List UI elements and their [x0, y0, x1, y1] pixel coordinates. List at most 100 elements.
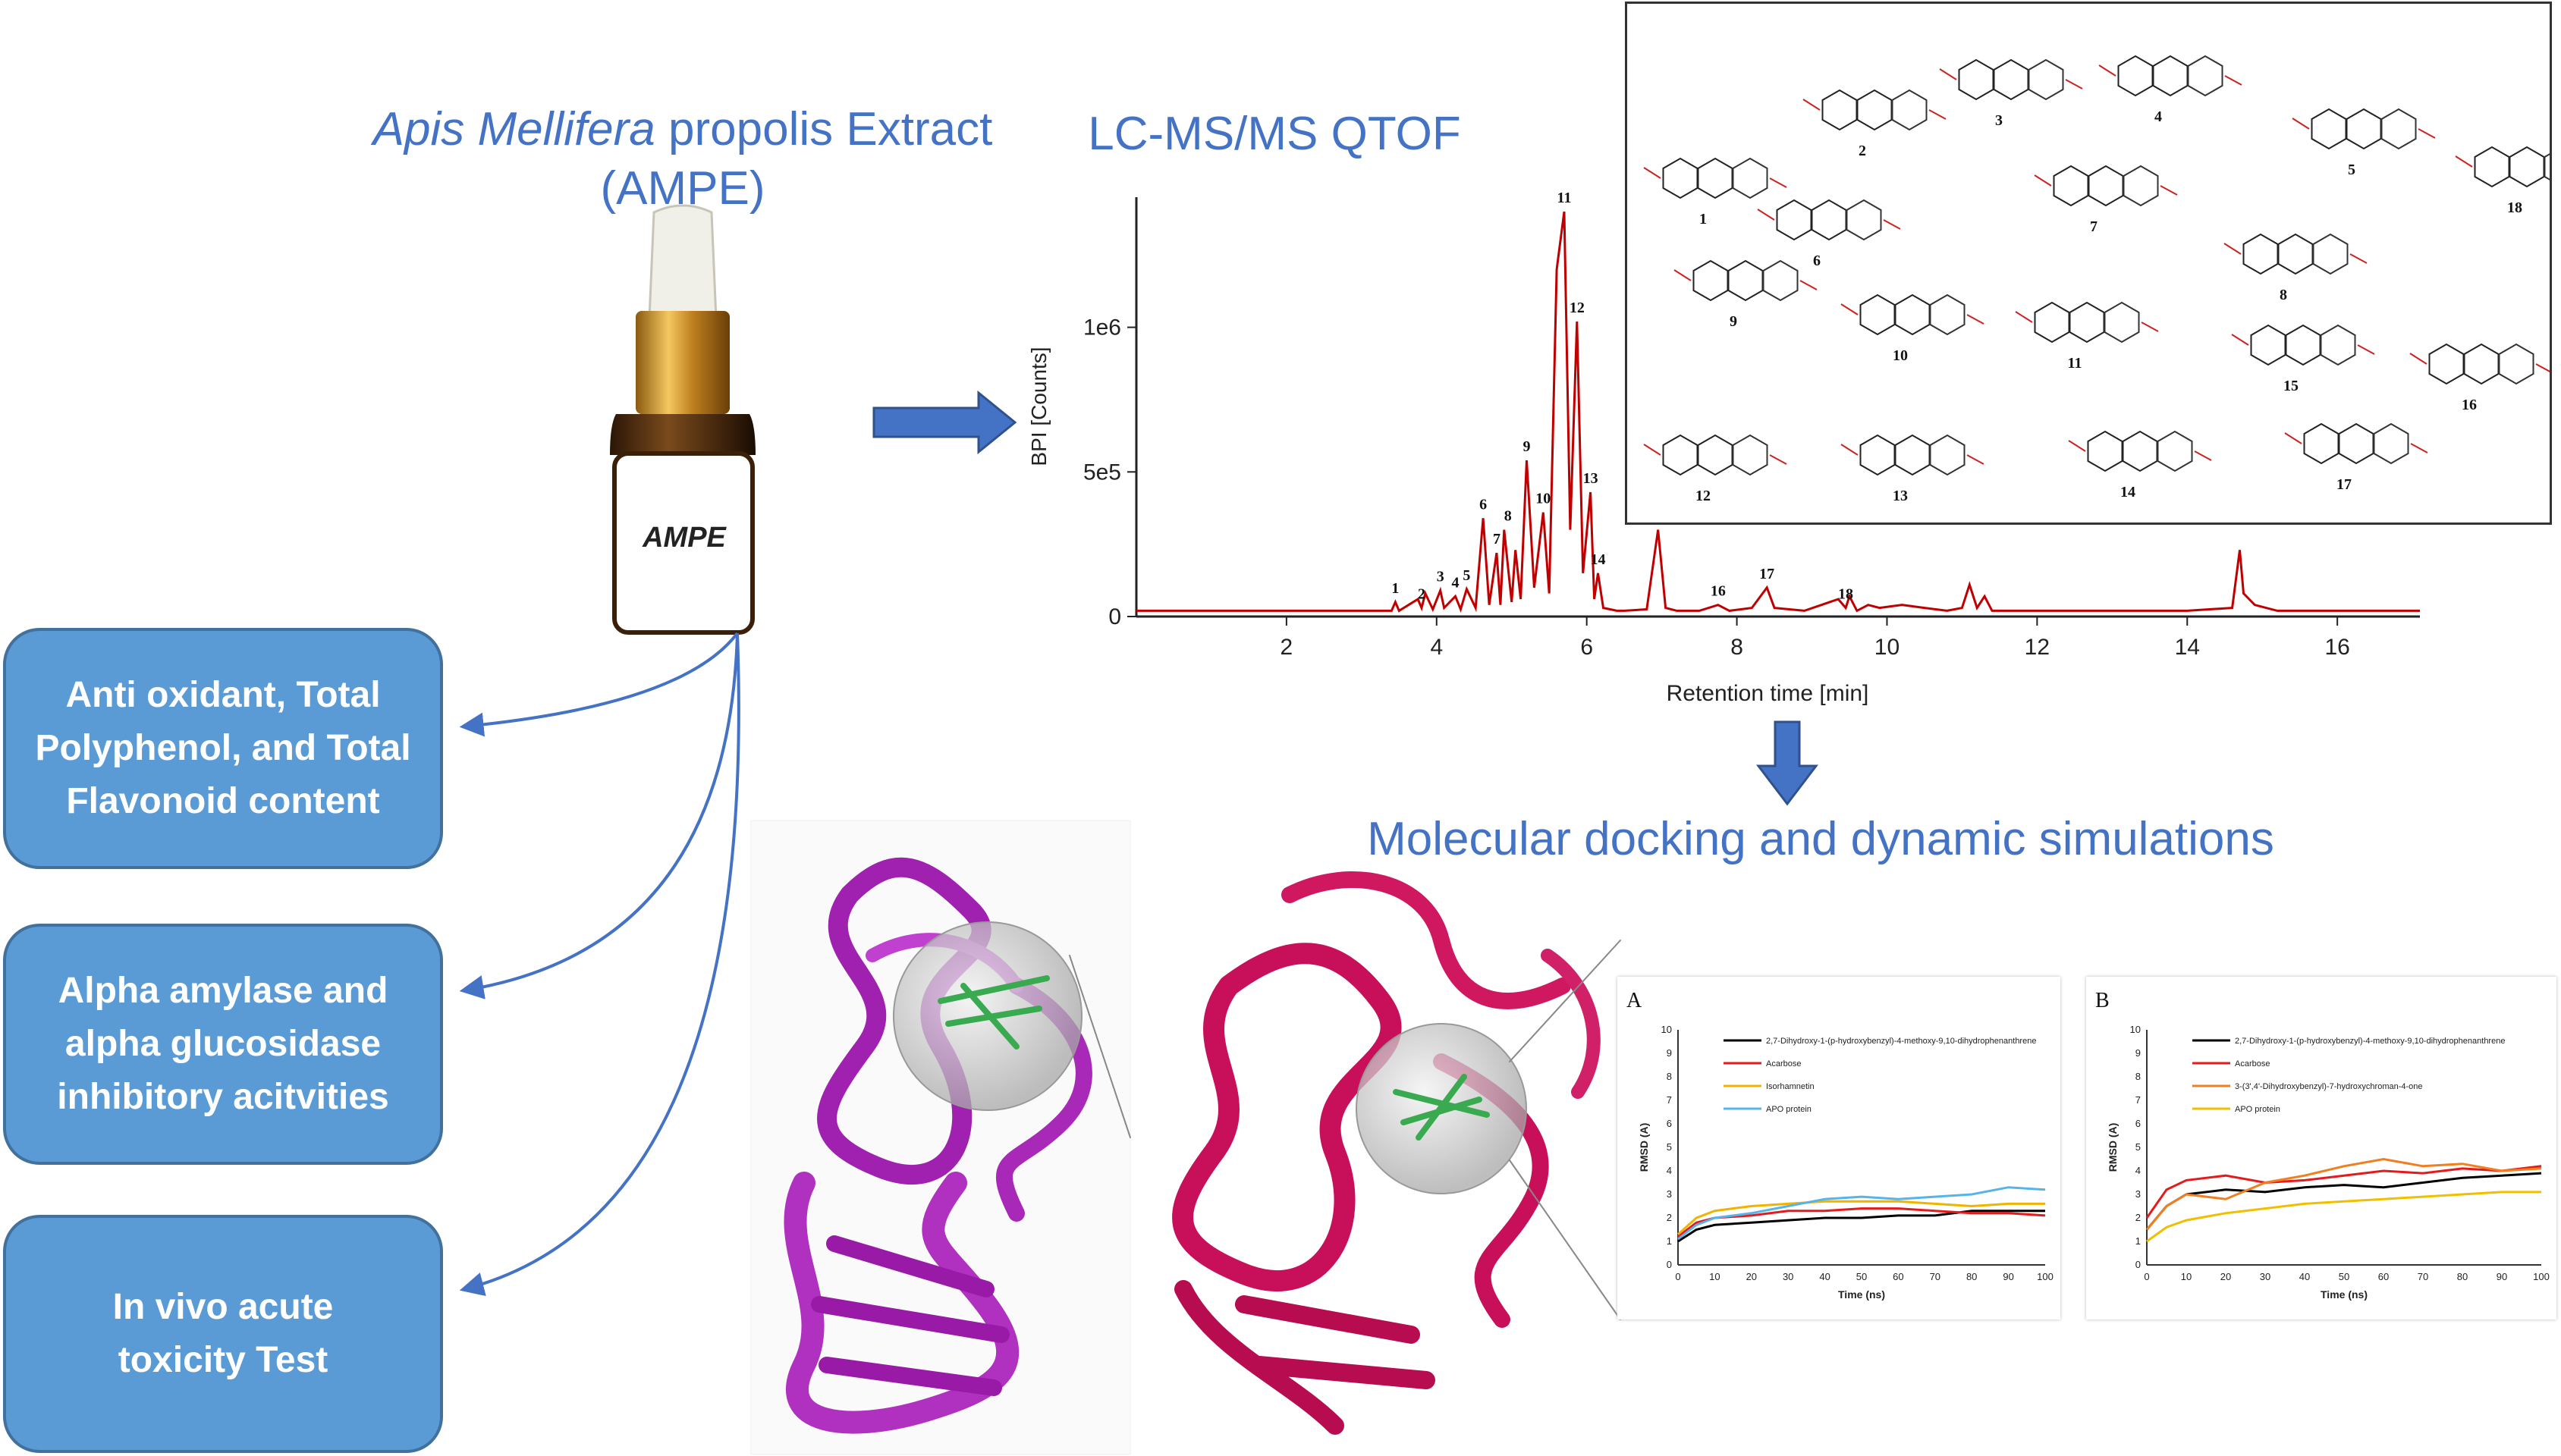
lcms-title: LC-MS/MS QTOF — [1088, 108, 1461, 160]
rmsd-y-tick-label: 3 — [2135, 1188, 2141, 1200]
structures-panel: 1 2 3 4 5 6 7 8 9 10 11 12 13 14 15 16 17 18 — [1625, 2, 2561, 525]
arrow-to-enzyme — [459, 632, 739, 999]
rmsd-x-tick-label: 100 — [2037, 1271, 2054, 1282]
dropper-bottle-icon — [610, 204, 756, 455]
rmsd-series-line — [1677, 1207, 2046, 1238]
rmsd-legend-label: 2,7-Dihydroxy-1-(p-hydroxybenzyl)-4-meth… — [2235, 1037, 2505, 1046]
rmsd-series-line — [2146, 1191, 2541, 1243]
rmsd-panel-b: B 0 10 20 30 40 50 60 70 80 90 100 0 1 2 3 4 5 6 7 8 9 10 Time … — [2086, 977, 2556, 1320]
rmsd-y-tick-label: 2 — [1667, 1212, 1672, 1223]
structure-6 — [1757, 199, 1901, 241]
lcms-peak-label: 10 — [1535, 491, 1551, 507]
structure-label: 9 — [1730, 313, 1737, 330]
rmsd-y-tick-label: 8 — [2135, 1071, 2141, 1082]
structure-label: 16 — [2462, 397, 2477, 413]
rmsd-x-tick-label: 60 — [1893, 1271, 1903, 1282]
rmsd-y-tick-label: 4 — [2135, 1165, 2141, 1176]
structure-18 — [2455, 146, 2561, 188]
extract-title: Apis Mellifera propolis Extract (AMPE) — [334, 100, 1032, 218]
rmsd-chart-a: A 0 10 20 30 40 50 60 70 80 90 100 0 1 2 3 4 5 6 7 8 9 10 Time … — [1626, 989, 2054, 1301]
lcms-peak-label: 6 — [1479, 496, 1487, 513]
rmsd-x-tick-label: 20 — [1746, 1271, 1757, 1282]
assay-box-enzyme: Alpha amylase and alpha glucosidase inhi… — [3, 924, 443, 1165]
lcms-peak-label: 2 — [1418, 586, 1425, 603]
arrow-to-antioxidant — [459, 632, 739, 737]
rmsd-xlabel: Time (ns) — [1838, 1288, 1885, 1301]
rmsd-ylabel: RMSD (A) — [2107, 1123, 2119, 1172]
rmsd-legend-label: APO protein — [2235, 1105, 2280, 1114]
rmsd-series-line — [2145, 1157, 2542, 1231]
arrow-down-block-icon — [1755, 720, 1819, 806]
rmsd-x-tick-label: 10 — [1709, 1271, 1720, 1282]
rmsd-y-tick-label: 1 — [1667, 1235, 1672, 1247]
lcms-x-tick-label: 10 — [1874, 635, 1900, 660]
lcms-x-tick-label: 4 — [1430, 635, 1443, 660]
assay-box-toxicity: In vivo acute toxicity Test — [3, 1215, 443, 1453]
rmsd-panel-letter: A — [1626, 989, 1642, 1012]
structure-label: 2 — [1859, 143, 1866, 159]
rmsd-y-tick-label: 6 — [1667, 1118, 1672, 1129]
rmsd-legend-label: Acarbose — [1766, 1059, 1801, 1068]
structure-label: 15 — [2283, 378, 2299, 394]
structure-label: 3 — [1995, 112, 2003, 129]
assay-label: In vivo acute toxicity Test — [112, 1287, 334, 1380]
rmsd-y-tick-label: 6 — [2135, 1118, 2141, 1129]
lcms-x-tick-label: 14 — [2175, 635, 2200, 660]
rmsd-x-tick-label: 50 — [1856, 1271, 1867, 1282]
lcms-peak-label: 7 — [1493, 531, 1500, 548]
rmsd-series-line — [2145, 1165, 2542, 1219]
docking-title: Molecular docking and dynamic simulation… — [1367, 813, 2274, 865]
lcms-x-tick-label: 12 — [2025, 635, 2050, 660]
structure-label: 11 — [2068, 355, 2082, 372]
rmsd-x-tick-label: 10 — [2181, 1271, 2192, 1282]
rmsd-series-line — [1676, 1200, 2045, 1235]
lcms-y-tick-label: 0 — [1108, 604, 1121, 629]
assay-label: Anti oxidant, Total Polyphenol, and Tota… — [35, 675, 411, 821]
structure-label: 17 — [2336, 476, 2352, 493]
structure-label: 8 — [2280, 287, 2287, 303]
rmsd-x-tick-label: 20 — [2220, 1271, 2231, 1282]
rmsd-y-tick-label: 0 — [2135, 1259, 2141, 1270]
structure-label: 7 — [2090, 218, 2098, 235]
assay-label: Alpha amylase and alpha glucosidase inhi… — [57, 971, 389, 1117]
structure-label: 4 — [2154, 108, 2162, 125]
rmsd-y-tick-label: 7 — [2135, 1094, 2141, 1106]
structure-label: 10 — [1893, 347, 1908, 364]
structure-11 — [2015, 301, 2159, 344]
structure-9 — [1673, 259, 1818, 302]
lcms-trace-line — [1136, 211, 2420, 613]
rmsd-x-tick-label: 0 — [1675, 1271, 1680, 1282]
structure-label: 14 — [2120, 484, 2135, 500]
rmsd-x-tick-label: 70 — [1930, 1271, 1940, 1282]
rmsd-x-tick-label: 30 — [2260, 1271, 2270, 1282]
structure-label: 13 — [1893, 488, 1908, 504]
rmsd-y-tick-label: 8 — [1667, 1071, 1672, 1082]
bottle-label-panel — [612, 451, 755, 635]
rmsd-x-tick-label: 50 — [2339, 1271, 2349, 1282]
protein-structure-a — [750, 820, 1131, 1455]
protein-structure-b — [1172, 871, 1621, 1435]
structure-label: 12 — [1695, 488, 1711, 504]
rmsd-x-tick-label: 80 — [2457, 1271, 2468, 1282]
rmsd-x-tick-label: 40 — [1819, 1271, 1830, 1282]
rmsd-legend-label: 3-(3',4'-Dihydroxybenzyl)-7-hydroxychrom… — [2235, 1082, 2423, 1091]
structure-5 — [2292, 108, 2436, 150]
structure-label: 18 — [2507, 199, 2522, 216]
rmsd-legend-label: APO protein — [1766, 1105, 1812, 1114]
lcms-peak-label: 16 — [1711, 583, 1726, 600]
rmsd-ylabel: RMSD (A) — [1638, 1123, 1650, 1172]
structure-15 — [2231, 324, 2375, 366]
rmsd-y-tick-label: 4 — [1667, 1165, 1672, 1176]
rmsd-legend-label: Acarbose — [2235, 1059, 2270, 1068]
rmsd-x-tick-label: 0 — [2144, 1271, 2149, 1282]
rmsd-x-tick-label: 90 — [2497, 1271, 2507, 1282]
lcms-peak-label: 18 — [1838, 586, 1853, 603]
rmsd-y-tick-label: 5 — [1667, 1141, 1672, 1153]
rmsd-legend-label: Isorhamnetin — [1766, 1082, 1815, 1091]
rmsd-y-tick-label: 10 — [2130, 1024, 2141, 1035]
structure-label: 6 — [1813, 253, 1821, 269]
rmsd-series-line — [1677, 1210, 2045, 1243]
lcms-peak-label: 11 — [1557, 190, 1572, 206]
